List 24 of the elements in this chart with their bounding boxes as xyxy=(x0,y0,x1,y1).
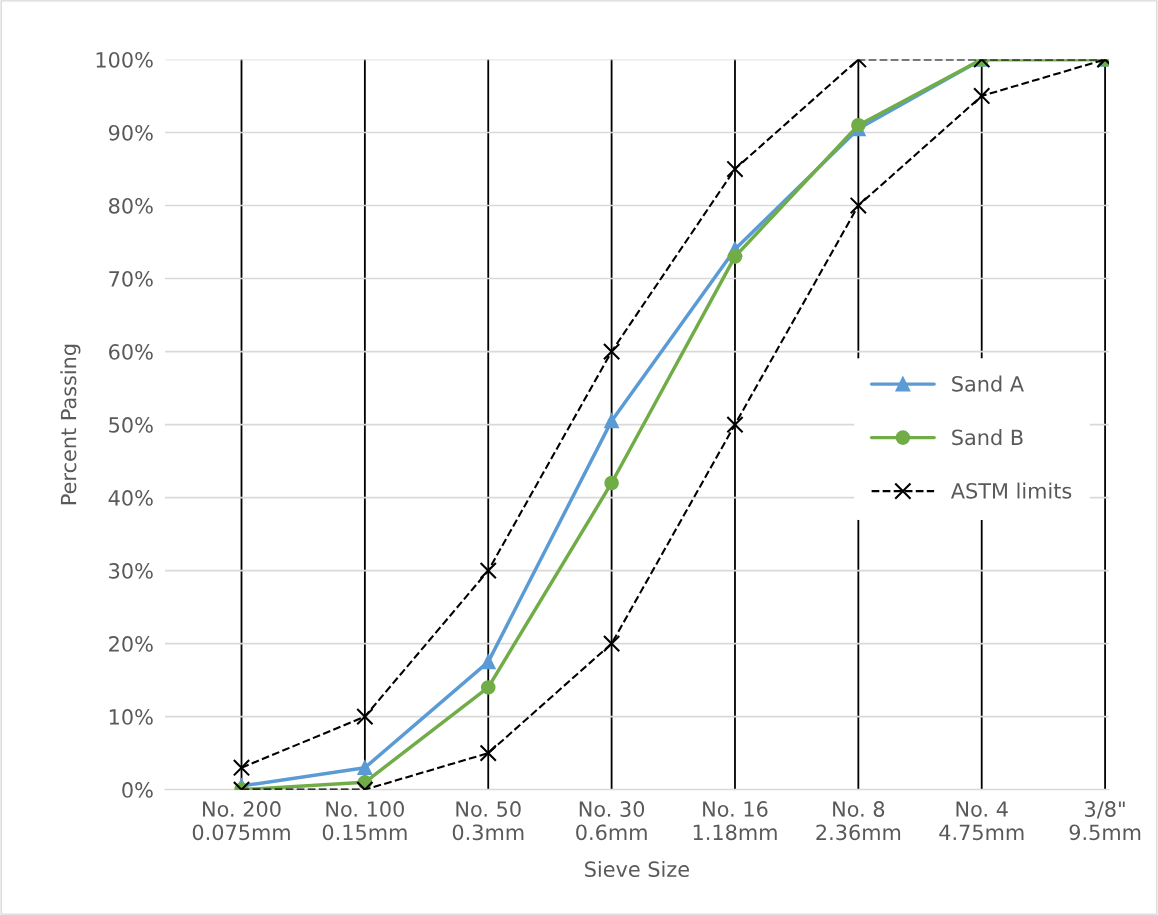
y-tick-label: 90% xyxy=(108,124,153,141)
x-tick-label: 3/8" 9.5mm xyxy=(1069,801,1141,841)
x-tick-label: No. 4 4.75mm xyxy=(939,801,1024,841)
x-tick-label: No. 16 1.18mm xyxy=(693,801,777,841)
y-tick-label: 50% xyxy=(109,417,153,433)
y-tick-label: 30% xyxy=(109,563,153,579)
y-tick-label: 40% xyxy=(108,490,153,506)
x-tick-label: No. 50 0.3mm xyxy=(452,801,524,841)
legend-label: ASTM limits xyxy=(950,482,1072,499)
y-tick-label: 60% xyxy=(109,344,153,360)
x-axis-title: Sieve Size xyxy=(585,860,689,878)
x-tick-label: No. 30 0.6mm xyxy=(576,801,647,841)
legend-label: Sand B xyxy=(952,429,1023,446)
y-axis-title: Percent Passing xyxy=(60,344,81,505)
y-tick-label: 70% xyxy=(109,270,153,287)
x-tick-label: No. 100 0.15mm xyxy=(322,801,407,841)
y-tick-label: 10% xyxy=(109,709,153,725)
y-tick-label: 20% xyxy=(109,636,153,652)
y-tick-label: 80% xyxy=(109,197,153,214)
y-tick-label: 0% xyxy=(122,782,153,798)
legend-label: Sand A xyxy=(952,375,1024,392)
y-tick-label: 100% xyxy=(96,51,153,68)
x-tick-label: No. 200 0.075mm xyxy=(192,801,290,841)
x-tick-label: No. 8 2.36mm xyxy=(816,801,901,841)
